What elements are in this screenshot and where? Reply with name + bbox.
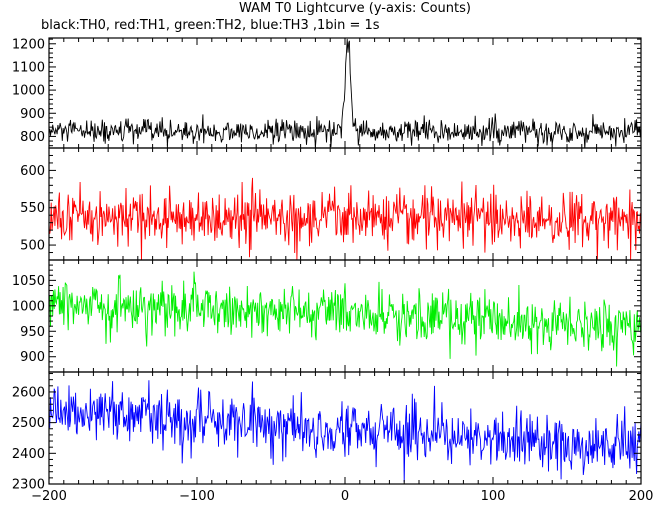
y-tick-label: 2400	[12, 447, 45, 462]
y-tick-label: 600	[20, 164, 45, 179]
panel-th1: 500 550 600	[20, 147, 642, 261]
x-tick-label: 100	[481, 489, 506, 504]
y-tick-label: 1000	[12, 299, 45, 314]
series-line-th2	[49, 271, 641, 367]
chart-subtitle: black:TH0, red:TH1, green:TH2, blue:TH3 …	[41, 18, 380, 33]
panel-th3: 2300 2400 2500 2600	[12, 371, 642, 493]
y-tick-label: 1200	[12, 37, 45, 52]
y-tick-label: 550	[20, 201, 45, 216]
y-tick-label: 900	[20, 107, 45, 122]
x-tick-label: 0	[341, 489, 349, 504]
y-tick-label: 2500	[12, 416, 45, 431]
panel-frame	[48, 371, 642, 485]
panel-frame	[48, 147, 642, 261]
series-line-th3	[49, 380, 641, 483]
y-tick-label: 1050	[12, 274, 45, 289]
x-tick-label: −100	[179, 489, 215, 504]
x-tick-label: −200	[31, 489, 67, 504]
panel-th2: 900 950 1000 1050	[12, 259, 642, 373]
y-tick-label: 1000	[12, 84, 45, 99]
x-axis-labels: −200 −100 0 100 200	[31, 489, 653, 504]
panel-th0: 800 900 1000 1100 1200	[12, 37, 642, 149]
series-line-th0	[49, 38, 641, 148]
y-tick-label: 2300	[12, 478, 45, 493]
series-line-th1	[49, 177, 641, 260]
y-tick-label: 800	[20, 130, 45, 145]
y-tick-label: 1100	[12, 60, 45, 75]
x-tick-label: 200	[629, 489, 654, 504]
chart-title: WAM T0 Lightcurve (y-axis: Counts)	[239, 1, 471, 16]
y-tick-label: 950	[20, 325, 45, 340]
panel-group: 8009001000110012005005506009009501000105…	[12, 37, 654, 504]
y-tick-label: 500	[20, 239, 45, 254]
y-tick-label: 2600	[12, 385, 45, 400]
y-tick-label: 900	[20, 350, 45, 365]
